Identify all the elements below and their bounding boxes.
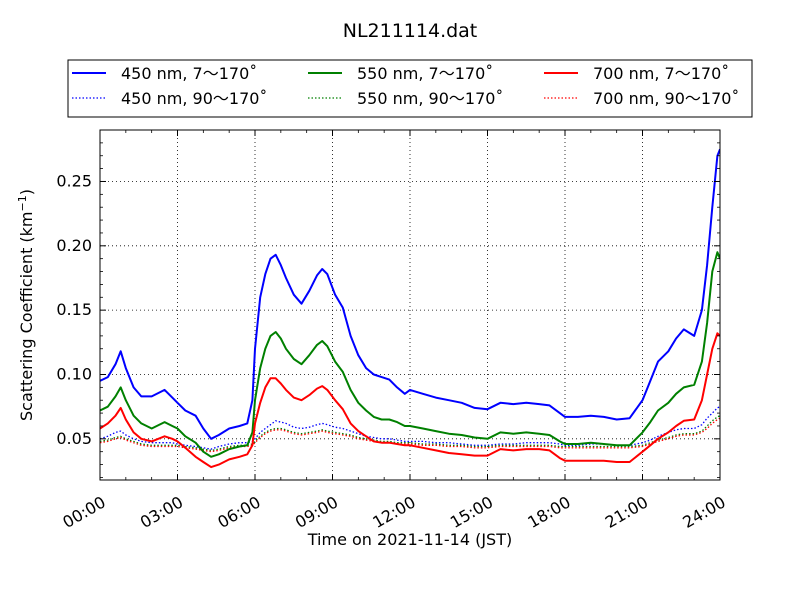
y-axis-label: Scattering Coefficient (km−1) <box>16 189 36 421</box>
x-tick-label: 00:00 <box>59 492 108 532</box>
axis-ticks: 00:00 03:00 06:00 09:00 12:00 15:00 18:00 21:00… <box>56 130 729 532</box>
y-tick-label: 0.25 <box>56 171 92 190</box>
y-tick-label: 0.05 <box>56 429 92 448</box>
y-axis-label-close: ) <box>17 189 36 195</box>
y-tick-label: 0.20 <box>56 236 92 255</box>
legend-label: 450 nm, 90～170˚ <box>121 89 267 108</box>
x-tick-label: 24:00 <box>679 492 728 532</box>
series-line-6 <box>100 417 720 453</box>
y-tick-label: 0.15 <box>56 300 92 319</box>
series-line-4 <box>100 415 720 452</box>
series-layer <box>100 148 720 469</box>
grid <box>100 130 720 480</box>
y-axis-label-superscript: −1 <box>16 195 29 211</box>
series-line-1 <box>100 148 720 440</box>
legend-label: 700 nm, 90～170˚ <box>593 89 739 108</box>
chart-title: NL211114.dat <box>343 20 478 42</box>
y-tick-label: 0.10 <box>56 364 92 383</box>
legend: 450 nm, 7～170˚ 450 nm, 90～170˚ 550 nm, 7～1… <box>67 59 753 118</box>
x-tick-label: 18:00 <box>524 492 573 532</box>
x-tick-label: 12:00 <box>369 492 418 532</box>
legend-label: 450 nm, 7～170˚ <box>121 64 257 83</box>
legend-label: 700 nm, 7～170˚ <box>593 64 729 83</box>
legend-label: 550 nm, 90～170˚ <box>357 89 503 108</box>
x-tick-label: 15:00 <box>447 492 496 532</box>
x-tick-label: 09:00 <box>292 492 341 532</box>
y-axis-label-main: Scattering Coefficient (km <box>17 211 36 421</box>
series-line-5 <box>100 332 720 469</box>
series-line-3 <box>100 251 720 458</box>
x-tick-label: 06:00 <box>214 492 263 532</box>
x-tick-label: 03:00 <box>137 492 186 532</box>
legend-box <box>67 59 753 118</box>
x-tick-label: 21:00 <box>602 492 651 532</box>
legend-label: 550 nm, 7～170˚ <box>357 64 493 83</box>
x-axis-label: Time on 2021-11-14 (JST) <box>307 530 512 549</box>
